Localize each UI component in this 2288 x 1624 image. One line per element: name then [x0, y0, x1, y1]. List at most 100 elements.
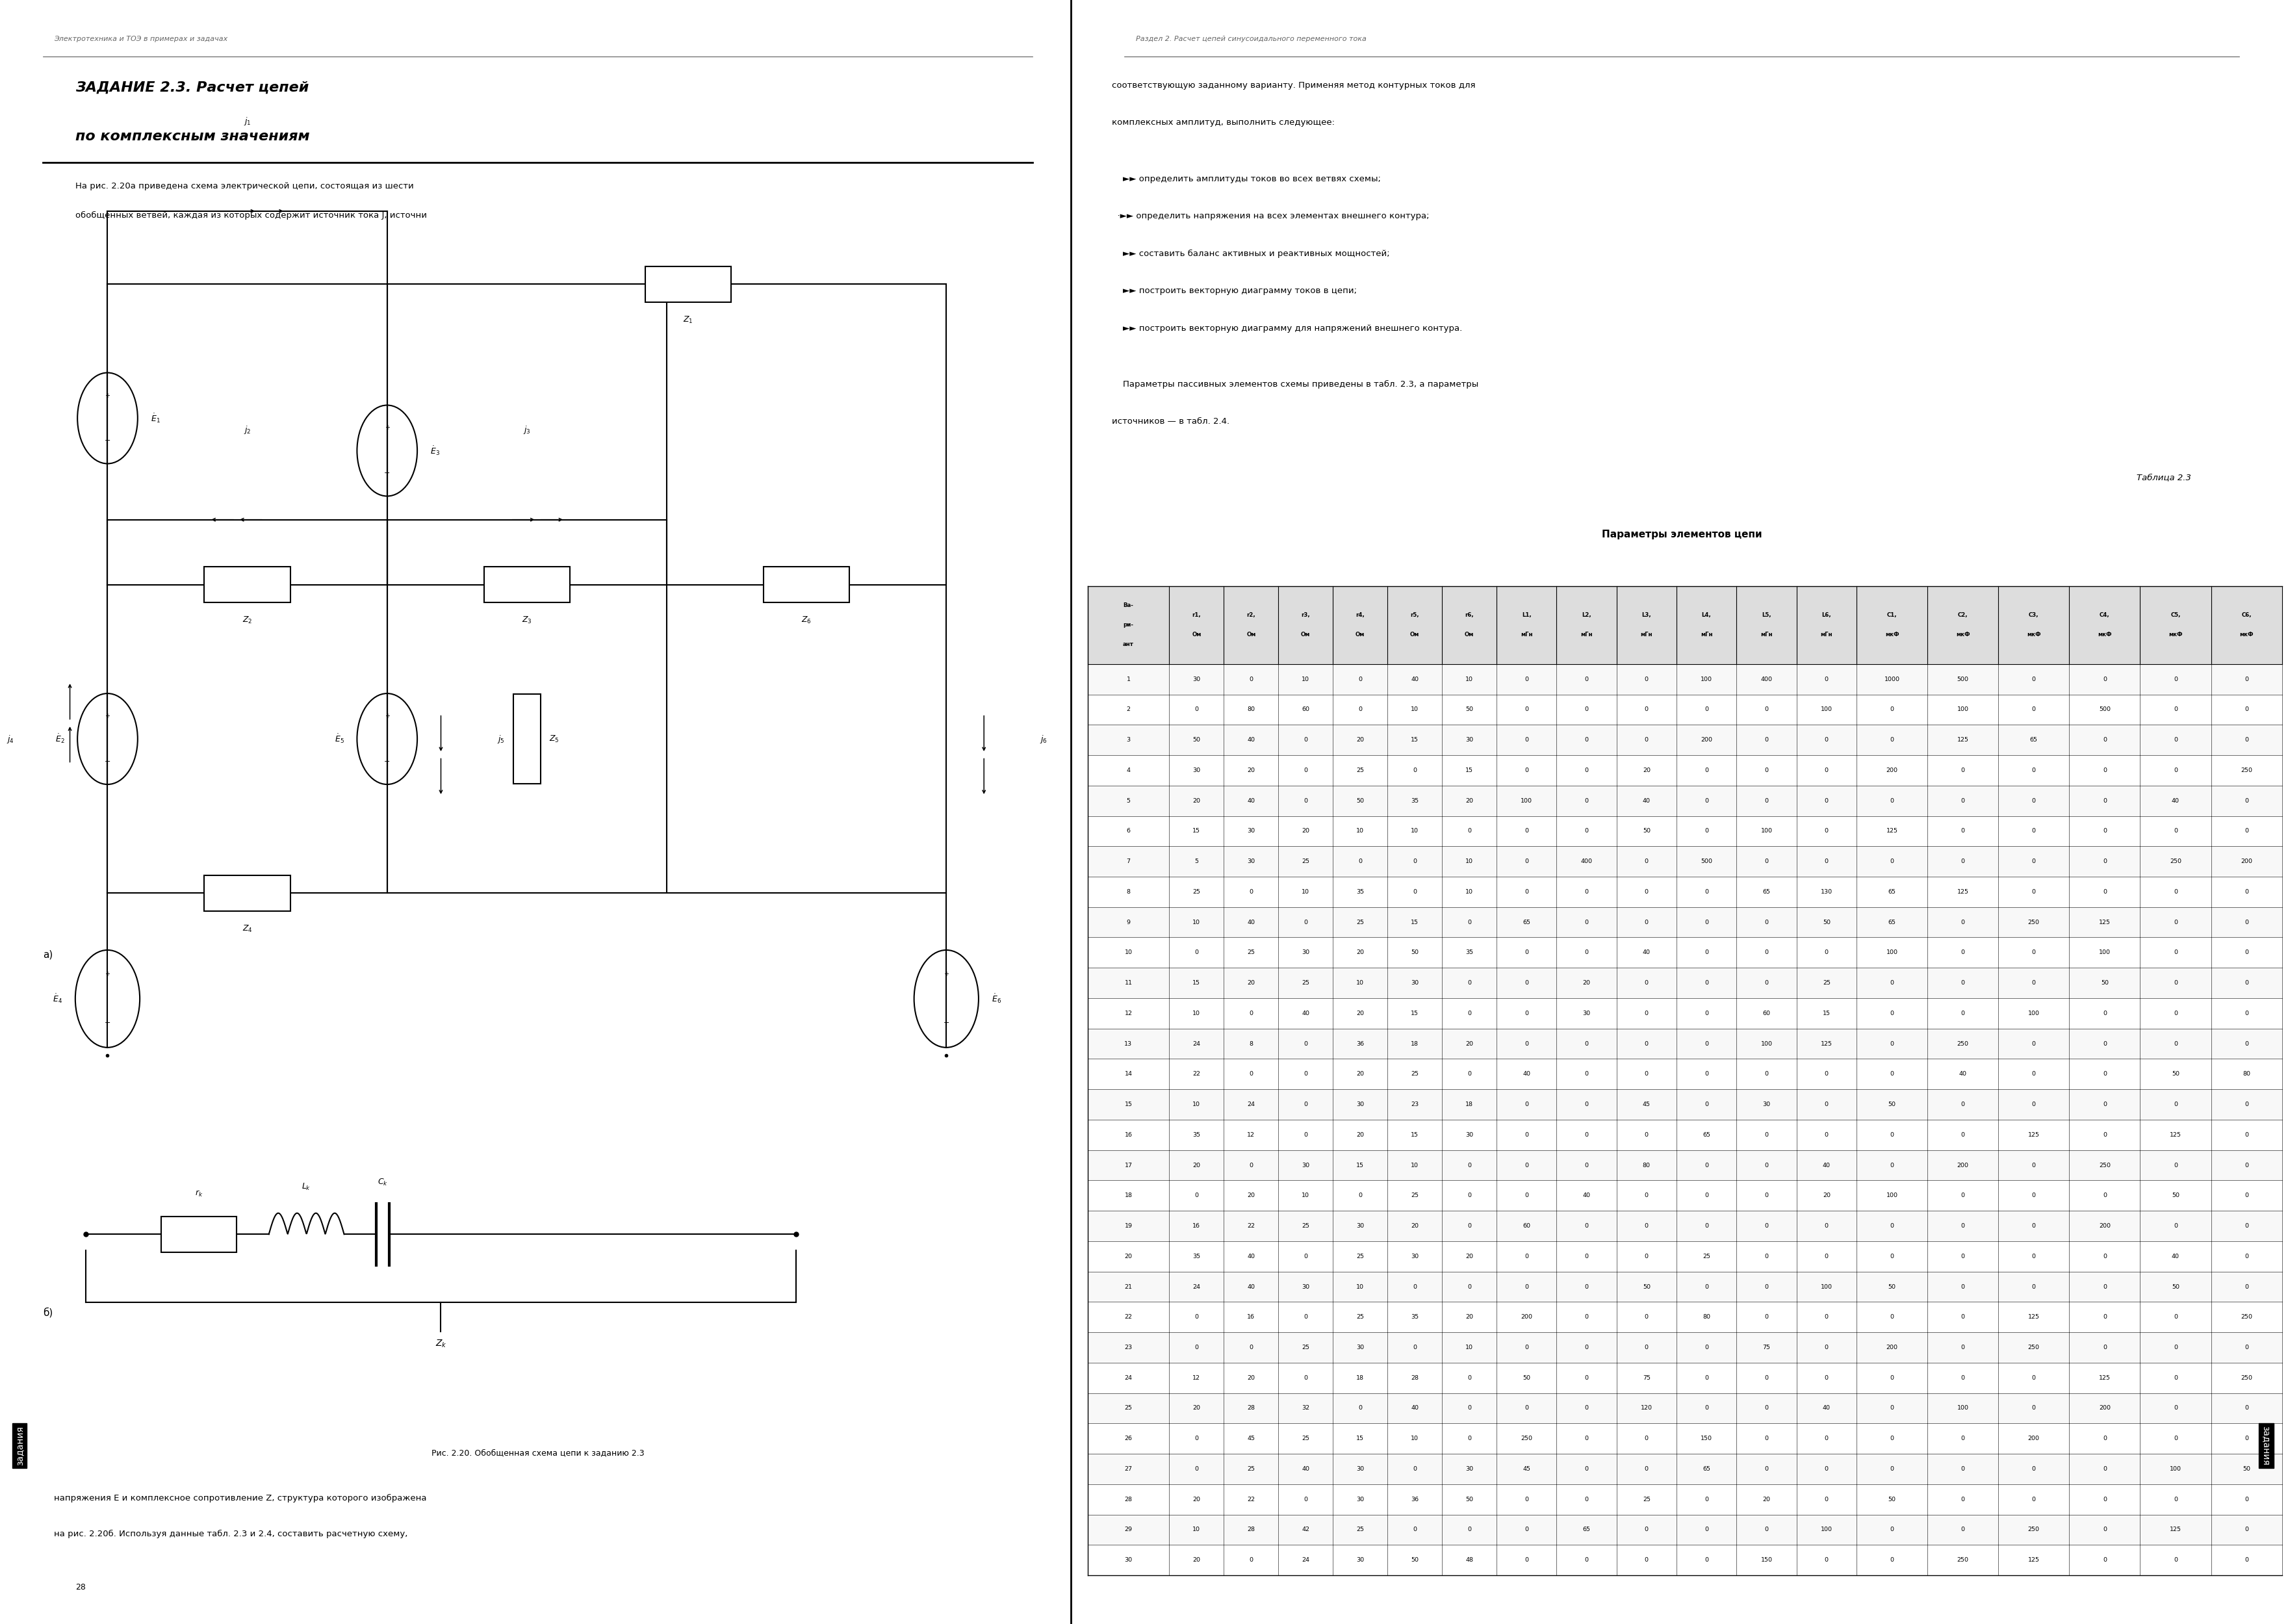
Text: 0: 0: [1249, 676, 1254, 682]
Text: 28: 28: [1412, 1376, 1419, 1380]
Text: 0: 0: [1705, 768, 1709, 773]
Text: 0: 0: [1467, 828, 1471, 835]
Text: 0: 0: [1824, 1314, 1828, 1320]
Text: 12: 12: [1247, 1132, 1256, 1138]
Text: 0: 0: [1194, 1345, 1199, 1351]
Text: 0: 0: [1961, 1192, 1965, 1199]
Text: 0: 0: [2174, 768, 2178, 773]
Text: 250: 250: [2098, 1163, 2110, 1168]
Text: 0: 0: [2174, 1314, 2178, 1320]
Text: 0: 0: [1764, 979, 1769, 986]
Text: 50: 50: [1522, 1376, 1531, 1380]
Text: 0: 0: [1524, 979, 1528, 986]
Text: 0: 0: [1705, 797, 1709, 804]
Text: 0: 0: [2032, 1192, 2036, 1199]
Text: 0: 0: [2032, 1163, 2036, 1168]
Text: 100: 100: [1885, 950, 1897, 955]
Text: 30: 30: [1357, 1557, 1364, 1562]
Text: 24: 24: [1192, 1041, 1201, 1046]
Text: 8: 8: [1126, 888, 1130, 895]
Text: 0: 0: [1524, 1254, 1528, 1259]
Text: 0: 0: [1304, 737, 1309, 742]
Text: 0: 0: [1586, 828, 1588, 835]
Text: 250: 250: [2027, 919, 2039, 926]
Text: 0: 0: [1764, 1132, 1769, 1138]
Bar: [1087, 1515, 2281, 1544]
Text: 0: 0: [2245, 950, 2249, 955]
Text: 200: 200: [1956, 1163, 1968, 1168]
Text: 0: 0: [1412, 1285, 1416, 1289]
Text: 20: 20: [1247, 1192, 1256, 1199]
Text: 0: 0: [2174, 1557, 2178, 1562]
Text: 0: 0: [2174, 950, 2178, 955]
Text: −: −: [384, 469, 391, 477]
Text: ►► построить векторную диаграмму для напряжений внешнего контура.: ►► построить векторную диаграмму для нап…: [1112, 325, 1462, 333]
Text: 20: 20: [1123, 1254, 1133, 1259]
Text: 0: 0: [1890, 1132, 1894, 1138]
Text: 0: 0: [1586, 1466, 1588, 1471]
Text: 0: 0: [1890, 1466, 1894, 1471]
Text: мГн: мГн: [1700, 632, 1711, 638]
Text: 19: 19: [1123, 1223, 1133, 1229]
Text: 25: 25: [1302, 1223, 1309, 1229]
Text: +: +: [384, 713, 389, 719]
Text: 30: 30: [1357, 1101, 1364, 1108]
Text: 0: 0: [2174, 888, 2178, 895]
Text: 0: 0: [1304, 1041, 1309, 1046]
Text: 10: 10: [1464, 1345, 1473, 1351]
Text: источников — в табл. 2.4.: источников — в табл. 2.4.: [1112, 417, 1229, 425]
Text: 250: 250: [2240, 1376, 2251, 1380]
Text: 0: 0: [1824, 1223, 1828, 1229]
Text: 0: 0: [2032, 676, 2036, 682]
Text: 0: 0: [1249, 1072, 1254, 1077]
Text: 0: 0: [1304, 1132, 1309, 1138]
Text: $Z_3$: $Z_3$: [522, 615, 533, 625]
Text: 0: 0: [1412, 1466, 1416, 1471]
Text: 0: 0: [2032, 1254, 2036, 1259]
Text: 20: 20: [1247, 1376, 1256, 1380]
Text: 65: 65: [1888, 888, 1897, 895]
Text: L1,: L1,: [1522, 612, 1531, 619]
Text: 0: 0: [1467, 1376, 1471, 1380]
Text: 30: 30: [1412, 1254, 1419, 1259]
Bar: [1087, 968, 2281, 999]
Text: 0: 0: [1194, 706, 1199, 713]
Text: 20: 20: [1192, 1496, 1201, 1502]
Text: 0: 0: [1586, 1072, 1588, 1077]
Text: 30: 30: [1464, 1132, 1473, 1138]
Text: 0: 0: [1467, 1285, 1471, 1289]
Text: r2,: r2,: [1247, 612, 1256, 619]
Text: 15: 15: [1357, 1163, 1364, 1168]
Text: 0: 0: [1645, 1345, 1647, 1351]
Text: 28: 28: [1247, 1405, 1256, 1411]
Text: 17: 17: [1123, 1163, 1133, 1168]
Text: 20: 20: [1357, 1072, 1364, 1077]
Text: 200: 200: [2098, 1405, 2110, 1411]
Text: 80: 80: [1702, 1314, 1711, 1320]
Text: 0: 0: [1586, 797, 1588, 804]
Text: 125: 125: [2027, 1557, 2039, 1562]
Text: 0: 0: [1824, 1101, 1828, 1108]
Text: 0: 0: [1586, 1314, 1588, 1320]
Text: 0: 0: [1412, 768, 1416, 773]
Text: Параметры элементов цепи: Параметры элементов цепи: [1602, 529, 1762, 539]
Text: 0: 0: [2032, 1496, 2036, 1502]
Text: 0: 0: [1890, 1163, 1894, 1168]
Text: 10: 10: [1412, 828, 1419, 835]
Text: 10: 10: [1412, 706, 1419, 713]
Text: 0: 0: [1645, 1436, 1647, 1442]
Text: 8: 8: [1249, 1041, 1254, 1046]
Text: 40: 40: [1643, 797, 1650, 804]
Text: 25: 25: [1302, 979, 1309, 986]
Text: 50: 50: [1464, 706, 1473, 713]
Text: 0: 0: [2245, 1254, 2249, 1259]
Text: 10: 10: [1357, 979, 1364, 986]
Text: 0: 0: [1890, 737, 1894, 742]
Text: 0: 0: [2103, 1436, 2107, 1442]
Text: 30: 30: [1247, 828, 1256, 835]
Text: 0: 0: [2174, 1163, 2178, 1168]
Text: 0: 0: [1961, 1496, 1965, 1502]
Text: Рис. 2.20. Обобщенная схема цепи к заданию 2.3: Рис. 2.20. Обобщенная схема цепи к задан…: [430, 1449, 645, 1457]
Text: 0: 0: [1524, 1345, 1528, 1351]
Text: 32: 32: [1302, 1405, 1309, 1411]
